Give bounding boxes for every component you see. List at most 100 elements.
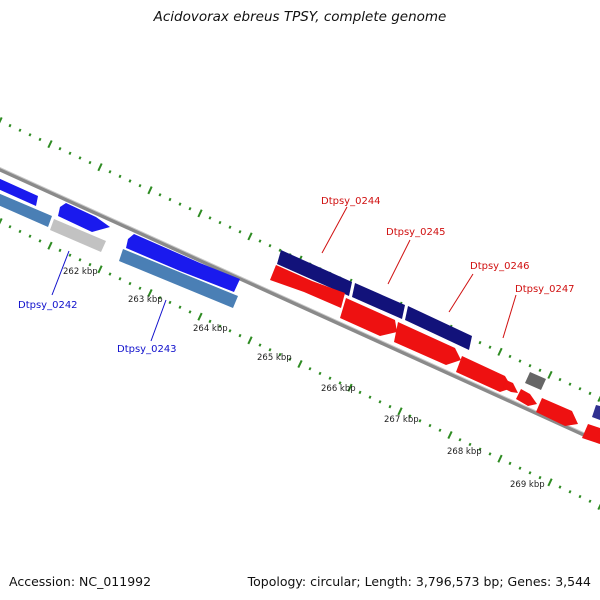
gene-arrow[interactable] xyxy=(582,424,600,444)
minor-tick xyxy=(358,390,362,395)
minor-tick xyxy=(258,343,262,347)
minor-tick xyxy=(388,404,392,409)
gene-label-dtpsy-0245[interactable]: Dtpsy_0245 xyxy=(386,227,446,238)
kbp-label: 265 kbp xyxy=(257,353,292,363)
gene-label-leaders xyxy=(51,206,517,342)
minor-tick xyxy=(218,324,222,328)
gene-arrow[interactable] xyxy=(126,234,240,292)
major-tick xyxy=(147,288,153,298)
gene-arrow[interactable] xyxy=(58,203,110,232)
minor-tick xyxy=(558,377,562,382)
minor-tick xyxy=(488,452,492,456)
minor-tick xyxy=(78,258,82,262)
minor-tick xyxy=(108,272,112,276)
minor-tick xyxy=(578,494,582,499)
gene-label-dtpsy-0242[interactable]: Dtpsy_0242 xyxy=(18,300,78,311)
minor-tick xyxy=(208,216,212,220)
gene-label-dtpsy-0244[interactable]: Dtpsy_0244 xyxy=(321,196,381,207)
reverse-strand-genes xyxy=(0,193,600,444)
minor-tick xyxy=(28,133,32,137)
gene-label-dtpsy-0243[interactable]: Dtpsy_0243 xyxy=(117,344,177,355)
kbp-label: 267 kbp xyxy=(384,415,419,425)
minor-tick xyxy=(568,382,572,386)
map-title: Acidovorax ebreus TPSY, complete genome xyxy=(153,9,447,25)
kbp-labels: 262 kbp 263 kbp 264 kbp 265 kbp 266 kbp … xyxy=(63,267,545,490)
minor-tick xyxy=(568,490,572,494)
minor-tick xyxy=(438,428,442,432)
gene-arrow[interactable] xyxy=(525,372,546,390)
major-tick xyxy=(197,312,203,321)
minor-tick xyxy=(18,128,22,132)
gene-arrow[interactable] xyxy=(592,405,600,420)
major-tick xyxy=(47,140,53,149)
minor-tick xyxy=(138,286,142,290)
major-tick xyxy=(0,116,3,124)
gene-arrow[interactable] xyxy=(456,356,512,392)
gene-arrow[interactable] xyxy=(0,178,38,206)
gene-labels: Dtpsy_0242 Dtpsy_0243 Dtpsy_0244 Dtpsy_0… xyxy=(18,196,575,355)
gene-arrow[interactable] xyxy=(516,389,537,406)
minor-tick xyxy=(408,414,412,418)
kbp-label: 266 kbp xyxy=(321,384,356,394)
gene-arrow[interactable] xyxy=(50,219,106,252)
gene-arrow[interactable] xyxy=(352,283,405,319)
gene-arrow[interactable] xyxy=(394,322,461,365)
gene-arrow[interactable] xyxy=(405,306,472,350)
minor-tick xyxy=(68,151,72,156)
minor-tick xyxy=(178,202,182,206)
kbp-label: 269 kbp xyxy=(510,480,545,490)
major-tick xyxy=(497,347,503,356)
minor-tick xyxy=(378,400,382,404)
minor-tick xyxy=(88,160,92,165)
minor-tick xyxy=(468,442,472,447)
major-tick xyxy=(147,186,153,195)
major-tick xyxy=(347,383,353,392)
minor-tick xyxy=(508,354,512,359)
gene-arrow[interactable] xyxy=(0,193,52,227)
inner-tick-ring xyxy=(0,217,600,511)
gene-arrow[interactable] xyxy=(503,380,518,393)
minor-tick xyxy=(328,376,332,380)
minor-tick xyxy=(278,352,282,357)
minor-tick xyxy=(578,387,582,391)
minor-tick xyxy=(588,391,592,396)
accession-text: Accession: NC_011992 xyxy=(9,574,152,589)
minor-tick xyxy=(518,359,522,363)
minor-tick xyxy=(38,239,42,243)
minor-tick xyxy=(238,333,242,338)
minor-tick xyxy=(308,367,312,371)
gene-label-dtpsy-0247[interactable]: Dtpsy_0247 xyxy=(515,284,575,295)
minor-tick xyxy=(278,248,282,252)
minor-tick xyxy=(558,485,562,489)
minor-tick xyxy=(268,243,272,248)
minor-tick xyxy=(8,225,12,229)
minor-tick xyxy=(158,296,162,300)
gene-arrow[interactable] xyxy=(277,250,352,296)
minor-tick xyxy=(418,419,422,423)
minor-tick xyxy=(118,174,122,179)
gene-label-dtpsy-0246[interactable]: Dtpsy_0246 xyxy=(470,261,530,272)
minor-tick xyxy=(8,123,12,128)
gene-arrow[interactable] xyxy=(119,249,238,308)
kbp-label: 264 kbp xyxy=(193,324,228,334)
major-tick xyxy=(97,163,103,172)
major-tick xyxy=(197,209,203,218)
minor-tick xyxy=(38,137,42,142)
minor-tick xyxy=(128,179,132,183)
minor-tick xyxy=(458,438,462,442)
major-tick xyxy=(97,265,103,274)
major-tick xyxy=(547,370,553,379)
genome-backbone xyxy=(0,167,600,444)
minor-tick xyxy=(68,253,72,257)
minor-tick xyxy=(528,363,532,368)
gene-arrow[interactable] xyxy=(340,298,397,336)
minor-tick xyxy=(518,466,522,470)
gene-arrow[interactable] xyxy=(270,265,345,308)
gene-arrow[interactable] xyxy=(536,398,578,426)
minor-tick xyxy=(218,220,222,225)
minor-tick xyxy=(58,248,62,253)
minor-tick xyxy=(228,329,232,333)
major-tick xyxy=(497,454,503,463)
kbp-label: 262 kbp xyxy=(63,267,98,277)
